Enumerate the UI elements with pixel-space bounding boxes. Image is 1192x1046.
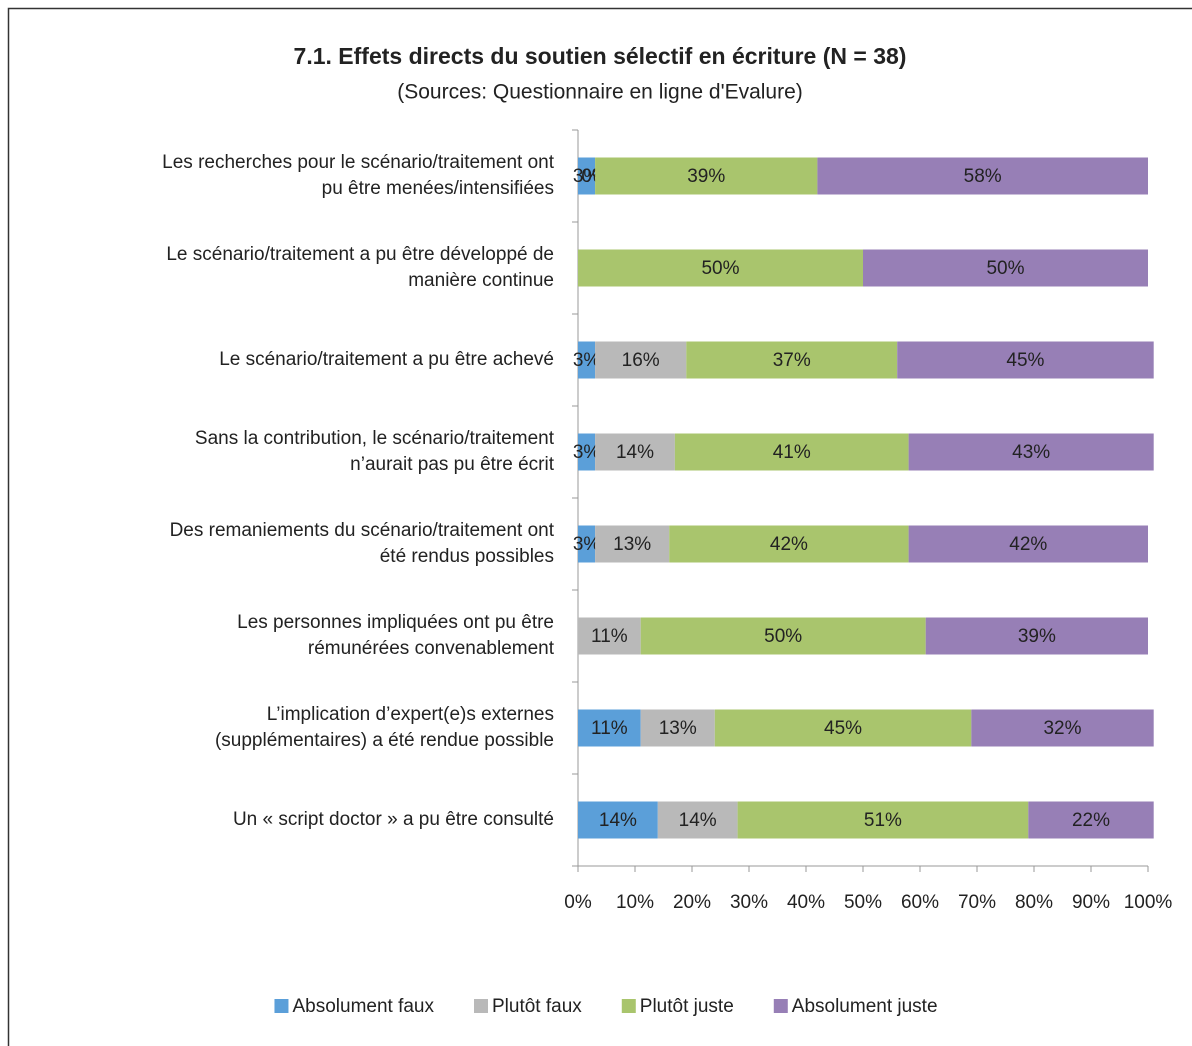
data-label: 11% [591,718,628,739]
legend-label: Plutôt juste [640,996,734,1017]
legend-label: Plutôt faux [492,996,582,1017]
legend-swatch [621,999,636,1013]
category-label: Un « script doctor » a pu être consulté [232,809,554,830]
bar-segment [669,525,909,563]
legend-label: Absolument juste [792,996,938,1017]
bar-segment [971,709,1154,747]
bar-segment [595,341,687,379]
chart-subtitle: (Sources: Questionnaire en ligne d'Evalu… [397,81,803,104]
category-label: Le scénario/traitement a pu être dévelop… [166,244,554,291]
x-tick-label: 90% [1072,892,1110,913]
data-label: 58% [964,166,1002,187]
legend-swatch [474,999,488,1013]
x-tick-label: 70% [958,892,996,913]
bar-segment [640,617,926,655]
bar-segment [578,249,863,287]
data-label: 42% [1009,534,1047,555]
bar-segment [578,525,596,563]
bar-segment [817,157,1148,195]
data-label: 3% [573,534,601,555]
bar-segment [737,801,1029,839]
bar-segment [578,709,641,747]
legend-item: Absolument juste [773,996,938,1017]
bar-segment [863,249,1148,287]
data-label: 11% [591,626,628,647]
chart-frame [7,7,1192,1046]
x-tick-label: 40% [787,892,825,913]
category-label: Les recherches pour le scénario/traiteme… [162,152,554,199]
chart-title: 7.1. Effets directs du soutien sélectif … [294,43,907,69]
data-label: 50% [701,258,739,279]
bar-segment [674,433,909,471]
category-label: L’implication d’expert(e)s externes (sup… [214,704,554,751]
data-label: 13% [613,534,651,555]
data-label: 37% [773,350,811,371]
data-label: 50% [986,258,1024,279]
bar-segment [640,709,715,747]
x-tick-label: 100% [1124,892,1173,913]
category-label: Sans la contribution, le scénario/traite… [194,428,554,475]
x-tick-label: 0% [564,892,592,913]
data-label: 14% [616,442,654,463]
data-label: 41% [773,442,811,463]
x-tick-label: 60% [901,892,939,913]
x-tick-label: 80% [1015,892,1053,913]
legend-item: Absolument faux [274,996,434,1017]
bar-segment [595,157,818,195]
x-tick-label: 20% [673,892,711,913]
bar-segment [578,433,596,471]
data-label: 39% [1018,626,1056,647]
data-label: 14% [599,810,637,831]
bar-segment [578,801,658,839]
bar-segment [578,157,596,195]
category-label: Le scénario/traitement a pu être achevé [219,349,554,370]
x-tick-label: 50% [844,892,882,913]
data-label: 13% [659,718,697,739]
bar-segment [1028,801,1154,839]
data-label: 45% [824,718,862,739]
bar-segment [595,525,670,563]
legend-item: Plutôt juste [621,996,734,1017]
bar-segment [578,617,641,655]
data-label: 16% [622,350,660,371]
bar-segment [578,341,596,379]
x-tick-label: 30% [730,892,768,913]
data-label: 3% [573,166,601,187]
category-label: Des remaniements du scénario/traitement … [169,520,554,567]
bar-segment [925,617,1148,655]
x-tick-label: 10% [616,892,654,913]
bar-segment [657,801,738,839]
legend-swatch [773,999,788,1013]
data-label: 39% [687,166,725,187]
bar-segment [686,341,898,379]
legend-item: Plutôt faux [474,996,582,1017]
bar-segment [908,525,1148,563]
legend-label: Absolument faux [292,996,434,1017]
data-label: 14% [679,810,717,831]
data-label: 22% [1072,810,1110,831]
category-label: Les personnes impliquées ont pu être rém… [237,612,554,659]
data-label: 3% [573,442,601,463]
bar-segment [595,433,675,471]
bar-segment [897,341,1154,379]
bar-segment [714,709,972,747]
data-label: 50% [764,626,802,647]
data-label: 32% [1043,718,1081,739]
data-label: 42% [770,534,808,555]
data-label: 43% [1012,442,1050,463]
bar-segment [908,433,1154,471]
data-label: 3% [573,350,601,371]
legend-swatch [274,999,289,1013]
data-label: 45% [1006,350,1044,371]
data-label: 51% [864,810,902,831]
